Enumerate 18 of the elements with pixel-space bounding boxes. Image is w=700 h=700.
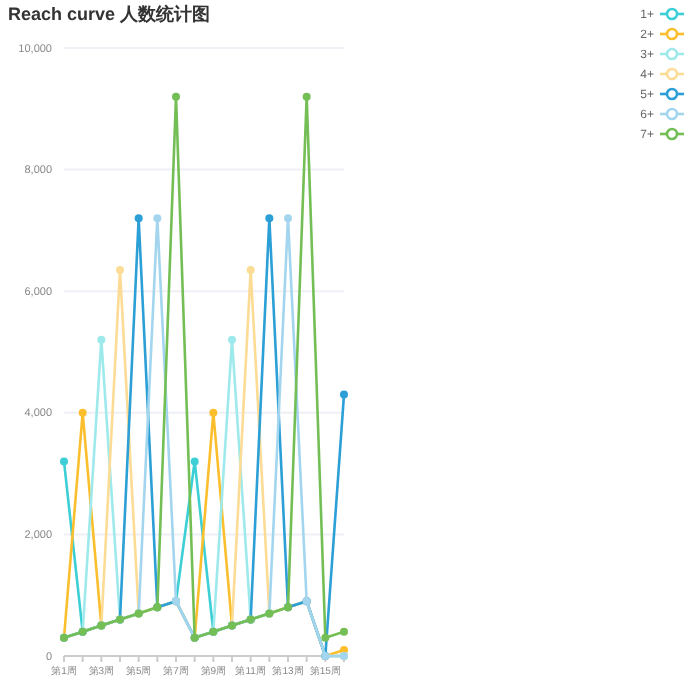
point — [302, 92, 311, 101]
point — [97, 335, 106, 344]
point — [78, 408, 87, 417]
point — [134, 214, 143, 223]
point — [321, 633, 330, 642]
point — [60, 457, 68, 466]
chart-title: Reach curve 人数统计图 — [8, 4, 211, 24]
point — [265, 214, 274, 223]
point — [284, 214, 292, 223]
point — [116, 265, 124, 274]
point — [190, 457, 199, 466]
point — [228, 335, 236, 344]
point — [153, 214, 162, 223]
point — [340, 390, 348, 399]
point — [172, 92, 180, 101]
point — [209, 408, 218, 417]
point — [246, 265, 255, 274]
point — [340, 627, 348, 636]
